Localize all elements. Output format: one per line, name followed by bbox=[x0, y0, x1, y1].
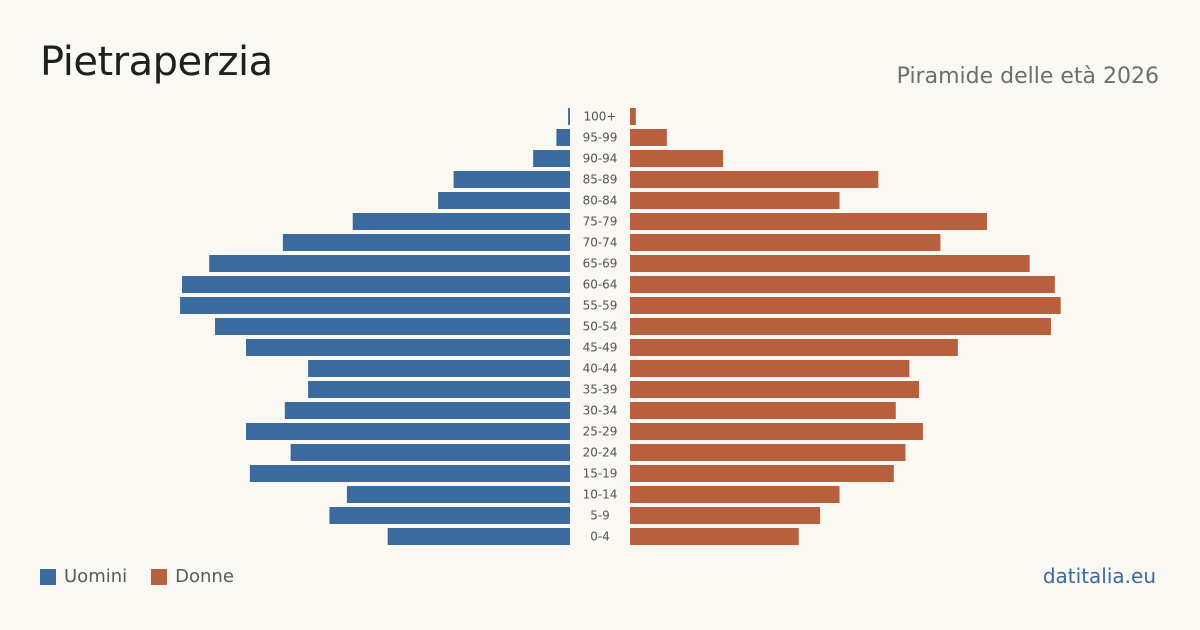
bar-women-95-99 bbox=[630, 129, 667, 146]
legend-item-men: Uomini bbox=[40, 566, 127, 587]
age-label-45-49: 45-49 bbox=[583, 341, 618, 355]
bar-men-75-79 bbox=[352, 213, 570, 230]
bar-women-60-64 bbox=[630, 276, 1055, 293]
bar-men-20-24 bbox=[290, 444, 570, 461]
age-label-40-44: 40-44 bbox=[583, 362, 618, 376]
bar-women-45-49 bbox=[630, 339, 958, 356]
bar-men-55-59 bbox=[180, 297, 570, 314]
bar-men-10-14 bbox=[346, 486, 570, 503]
legend-item-women: Donne bbox=[151, 566, 234, 587]
bar-men-95-99 bbox=[556, 129, 570, 146]
bar-men-100+ bbox=[568, 108, 570, 125]
legend-swatch-women bbox=[151, 568, 168, 585]
legend: Uomini Donne bbox=[40, 566, 258, 587]
bar-women-75-79 bbox=[630, 213, 987, 230]
bar-women-40-44 bbox=[630, 360, 910, 377]
bar-women-5-9 bbox=[630, 507, 821, 524]
bar-men-45-49 bbox=[246, 339, 570, 356]
bar-women-10-14 bbox=[630, 486, 840, 503]
age-label-30-34: 30-34 bbox=[583, 404, 618, 418]
bar-men-35-39 bbox=[308, 381, 570, 398]
bar-men-5-9 bbox=[329, 507, 570, 524]
bar-women-25-29 bbox=[630, 423, 923, 440]
age-label-5-9: 5-9 bbox=[590, 509, 610, 523]
bar-women-30-34 bbox=[630, 402, 896, 419]
chart-subtitle: Piramide delle età 2026 bbox=[896, 64, 1159, 89]
bar-men-65-69 bbox=[209, 255, 570, 272]
page-title: Pietraperzia bbox=[40, 39, 273, 85]
age-label-90-94: 90-94 bbox=[583, 152, 618, 166]
bar-men-80-84 bbox=[438, 192, 570, 209]
age-label-10-14: 10-14 bbox=[583, 488, 618, 502]
age-label-75-79: 75-79 bbox=[583, 215, 618, 229]
age-label-95-99: 95-99 bbox=[583, 131, 618, 145]
bar-men-70-74 bbox=[282, 234, 570, 251]
age-label-100+: 100+ bbox=[584, 110, 617, 124]
bar-men-30-34 bbox=[284, 402, 570, 419]
bar-men-85-89 bbox=[453, 171, 570, 188]
age-label-85-89: 85-89 bbox=[583, 173, 618, 187]
legend-label-men: Uomini bbox=[64, 566, 128, 587]
bar-men-0-4 bbox=[387, 528, 570, 545]
bar-women-80-84 bbox=[630, 192, 840, 209]
age-label-65-69: 65-69 bbox=[583, 257, 618, 271]
bar-women-35-39 bbox=[630, 381, 920, 398]
age-label-80-84: 80-84 bbox=[583, 194, 618, 208]
bar-men-60-64 bbox=[182, 276, 570, 293]
bar-women-50-54 bbox=[630, 318, 1051, 335]
bar-men-25-29 bbox=[246, 423, 570, 440]
bar-women-55-59 bbox=[630, 297, 1061, 314]
legend-swatch-men bbox=[40, 568, 56, 585]
brand-link[interactable]: datitalia.eu bbox=[1042, 564, 1156, 588]
age-label-50-54: 50-54 bbox=[583, 320, 618, 334]
age-label-20-24: 20-24 bbox=[583, 446, 618, 460]
bar-men-90-94 bbox=[533, 150, 570, 167]
bar-women-20-24 bbox=[630, 444, 906, 461]
bar-men-15-19 bbox=[249, 465, 570, 482]
bar-women-85-89 bbox=[630, 171, 879, 188]
bar-men-50-54 bbox=[214, 318, 571, 335]
bar-men-40-44 bbox=[308, 360, 570, 377]
age-label-0-4: 0-4 bbox=[590, 530, 610, 544]
age-label-35-39: 35-39 bbox=[583, 383, 618, 397]
age-label-15-19: 15-19 bbox=[583, 467, 618, 481]
age-label-70-74: 70-74 bbox=[583, 236, 618, 250]
bar-women-15-19 bbox=[630, 465, 894, 482]
legend-label-women: Donne bbox=[175, 566, 234, 587]
age-label-25-29: 25-29 bbox=[583, 425, 618, 439]
bar-women-70-74 bbox=[630, 234, 941, 251]
bar-women-90-94 bbox=[630, 150, 724, 167]
bar-women-0-4 bbox=[630, 528, 799, 545]
age-label-55-59: 55-59 bbox=[583, 299, 618, 313]
age-label-60-64: 60-64 bbox=[583, 278, 618, 292]
bar-women-100+ bbox=[630, 108, 636, 125]
bar-women-65-69 bbox=[630, 255, 1030, 272]
